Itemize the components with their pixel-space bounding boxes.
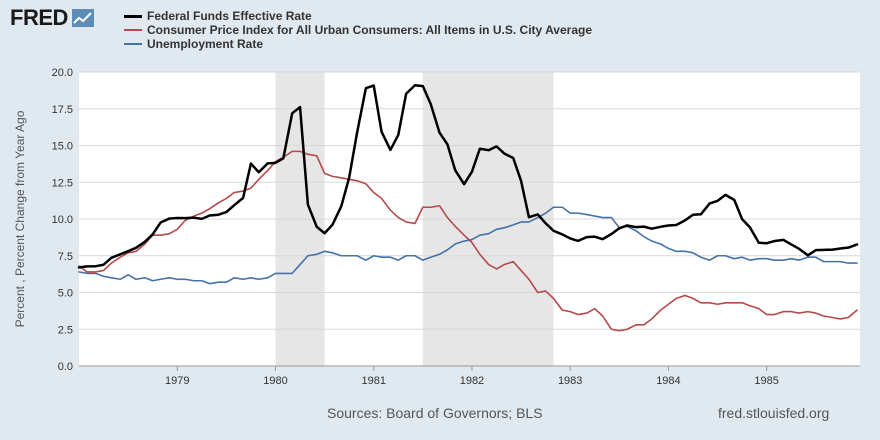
fred-logo-text: FRED xyxy=(10,5,68,30)
x-tick-label: 1984 xyxy=(656,375,680,387)
legend-swatch-fed-funds xyxy=(124,14,142,18)
x-axis-ticks: 1979 1980 1981 1982 1983 1984 1985 xyxy=(165,366,779,387)
x-tick-label: 1981 xyxy=(361,375,385,387)
y-tick-label: 17.5 xyxy=(52,104,73,116)
series-lines xyxy=(77,83,859,332)
y-tick-label: 0.0 xyxy=(58,361,73,373)
y-tick-label: 12.5 xyxy=(52,177,73,189)
legend-swatch-unemployment xyxy=(124,43,142,45)
y-tick-label: 20.0 xyxy=(52,67,73,79)
legend-label-fed-funds: Federal Funds Effective Rate xyxy=(147,9,312,23)
fred-logo[interactable]: FRED xyxy=(10,6,94,30)
source-url[interactable]: fred.stlouisfed.org xyxy=(718,405,830,421)
legend-item-unemployment[interactable]: Unemployment Rate xyxy=(124,37,592,51)
series-line-fed-funds[interactable] xyxy=(77,83,859,269)
series-line-unemployment[interactable] xyxy=(78,206,858,285)
x-tick-label: 1983 xyxy=(558,375,582,387)
legend-item-fed-funds[interactable]: Federal Funds Effective Rate xyxy=(124,9,592,23)
y-tick-label: 10.0 xyxy=(52,214,73,226)
legend-item-cpi[interactable]: Consumer Price Index for All Urban Consu… xyxy=(124,23,592,37)
y-tick-label: 2.5 xyxy=(58,324,73,336)
series-line-cpi[interactable] xyxy=(78,150,858,332)
y-tick-label: 5.0 xyxy=(58,288,73,300)
x-tick-label: 1985 xyxy=(754,375,778,387)
x-tick-label: 1979 xyxy=(165,375,189,387)
legend-label-unemployment: Unemployment Rate xyxy=(147,37,264,51)
legend-label-cpi: Consumer Price Index for All Urban Consu… xyxy=(147,23,592,37)
source-note: Sources: Board of Governors; BLS xyxy=(327,405,543,421)
y-tick-label: 15.0 xyxy=(52,141,73,153)
legend-swatch-cpi xyxy=(124,29,142,31)
y-axis-label: Percent , Percent Change from Year Ago xyxy=(13,110,27,327)
x-tick-label: 1980 xyxy=(263,375,287,387)
grid-lines xyxy=(79,71,860,367)
y-axis-ticks: 0.0 2.5 5.0 7.5 10.0 12.5 15.0 17.5 20.0 xyxy=(52,67,73,373)
chart-legend: Federal Funds Effective Rate Consumer Pr… xyxy=(124,9,592,51)
y-tick-label: 7.5 xyxy=(58,251,73,263)
trend-line-icon xyxy=(71,9,94,27)
x-tick-label: 1982 xyxy=(460,375,484,387)
